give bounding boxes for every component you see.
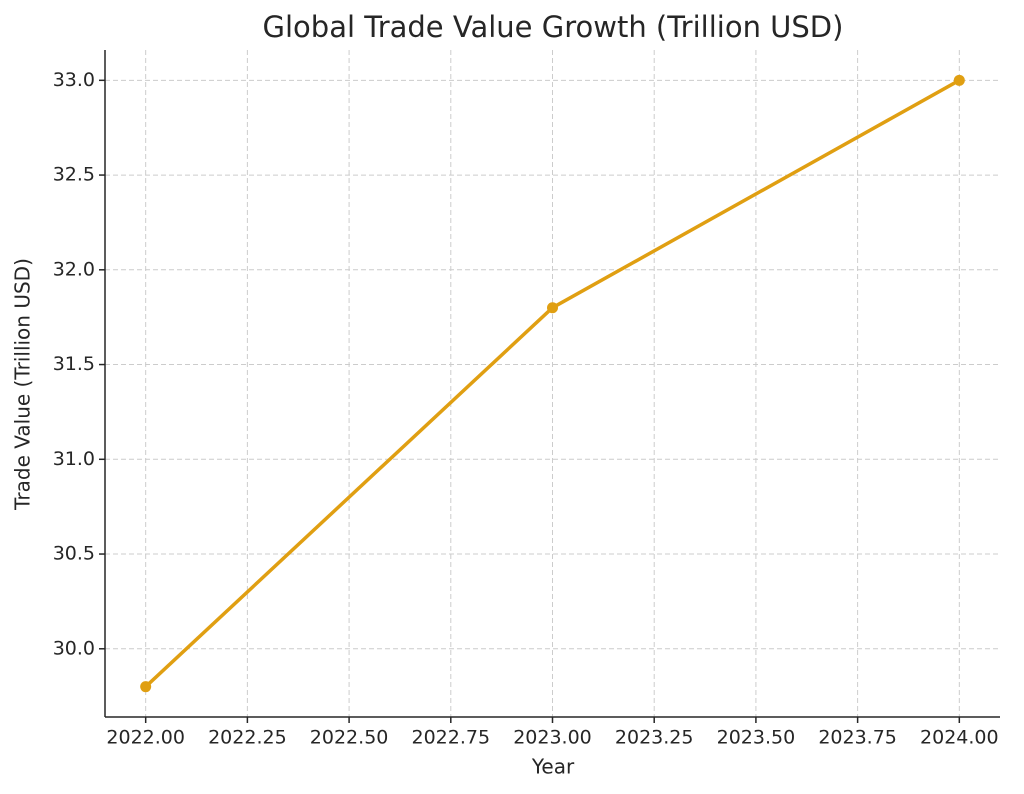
marker bbox=[953, 74, 965, 86]
y-tick-label: 30.0 bbox=[53, 637, 95, 659]
y-tick-label: 31.0 bbox=[53, 448, 95, 470]
x-tick-label: 2022.50 bbox=[310, 727, 389, 749]
y-axis-label: Trade Value (Trillion USD) bbox=[11, 258, 35, 511]
y-tick-label: 32.0 bbox=[53, 258, 95, 280]
marker bbox=[547, 302, 558, 314]
chart-title: Global Trade Value Growth (Trillion USD) bbox=[263, 10, 844, 44]
x-tick-label: 2023.50 bbox=[717, 727, 796, 749]
y-tick-label: 32.5 bbox=[53, 164, 95, 186]
y-tick-label: 31.5 bbox=[53, 353, 95, 375]
x-tick-label: 2023.00 bbox=[513, 727, 592, 749]
x-tick-label: 2022.00 bbox=[106, 727, 185, 749]
x-tick-label: 2024.00 bbox=[920, 727, 999, 749]
marker bbox=[140, 681, 152, 693]
y-tick-label: 30.5 bbox=[53, 543, 95, 565]
x-tick-label: 2022.75 bbox=[412, 727, 491, 749]
x-tick-label: 2023.25 bbox=[615, 727, 694, 749]
x-axis-label: Year bbox=[531, 755, 575, 779]
y-tick-label: 33.0 bbox=[53, 69, 95, 91]
x-tick-label: 2022.25 bbox=[208, 727, 287, 749]
x-tick-label: 2023.75 bbox=[818, 727, 897, 749]
